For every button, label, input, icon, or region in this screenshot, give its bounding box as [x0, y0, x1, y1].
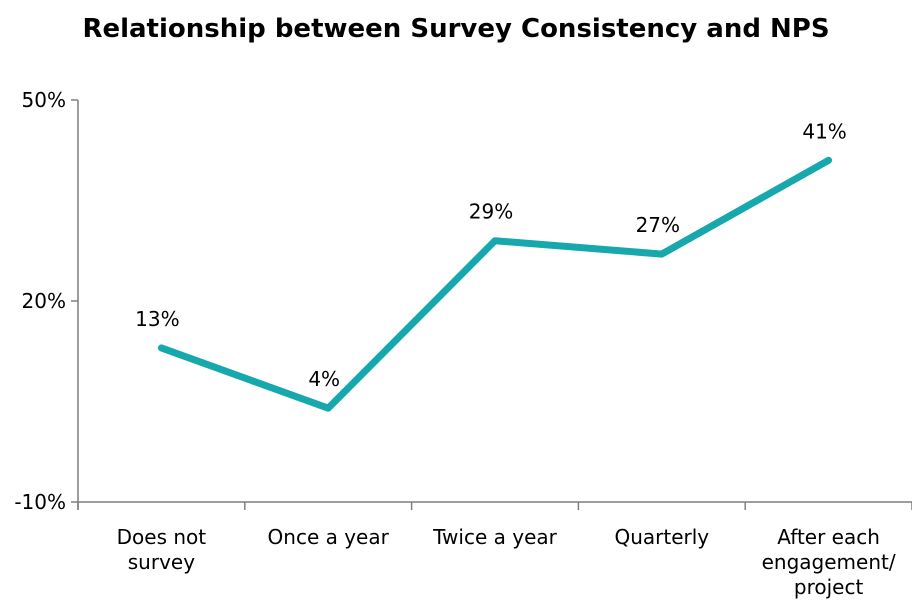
y-ticks: -10% 20% 50%	[14, 88, 78, 514]
x-categories: Does not survey Once a year Twice a year Qua…	[77, 502, 912, 599]
x-tick-label: Twice a year	[432, 525, 557, 549]
data-label: 13%	[135, 307, 179, 331]
x-tick-label-line: After each	[777, 525, 880, 549]
data-label: 27%	[636, 213, 680, 237]
data-labels: 13% 4% 29% 27% 41%	[135, 119, 847, 391]
chart-title: Relationship between Survey Consistency …	[82, 14, 830, 44]
x-tick-label: Does not survey	[117, 525, 207, 574]
x-tick-label: Once a year	[268, 525, 390, 549]
x-tick-label-line: survey	[128, 550, 195, 574]
x-tick-label: Quarterly	[614, 525, 709, 549]
x-tick-label-line: project	[794, 575, 864, 599]
x-tick-label-line: Once a year	[268, 525, 390, 549]
data-label: 41%	[802, 119, 846, 143]
series-line	[157, 156, 833, 412]
x-tick-label-line: Twice a year	[432, 525, 557, 549]
axes	[77, 100, 912, 510]
series	[157, 156, 833, 412]
data-label: 4%	[308, 367, 340, 391]
data-label: 29%	[469, 200, 513, 224]
x-tick-label-line: engagement/	[762, 550, 896, 574]
y-tick-label: -10%	[14, 490, 66, 514]
x-tick-label-line: Quarterly	[614, 525, 709, 549]
x-tick-label-line: Does not	[117, 525, 207, 549]
y-tick-label: 20%	[22, 289, 66, 313]
y-tick-label: 50%	[22, 88, 66, 112]
x-tick-label: After each engagement/project	[762, 525, 896, 599]
